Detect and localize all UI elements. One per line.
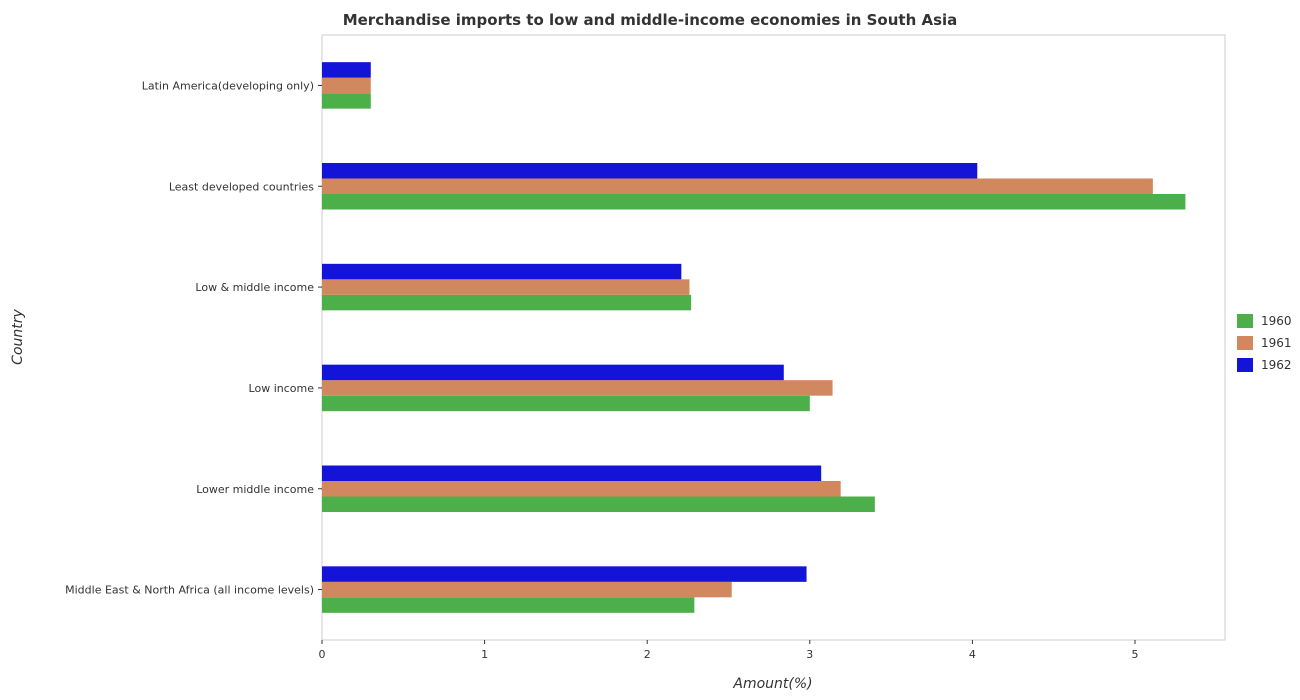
y-axis-tick-labels: Latin America(developing only) Least deve… <box>65 79 322 597</box>
bar-1962-1 <box>322 163 978 179</box>
bar-1960-2 <box>322 294 692 311</box>
bar-1962-2 <box>322 263 682 280</box>
bar-1962-4 <box>322 465 822 481</box>
bar-1960-4 <box>322 496 875 512</box>
plot-area <box>321 34 1226 641</box>
bar-1962-0 <box>322 62 371 78</box>
legend-swatch-1960 <box>1237 314 1253 328</box>
x-tick-label: 3 <box>806 648 813 661</box>
y-tick-label: Low income <box>249 382 315 395</box>
bar-1961-5 <box>322 581 732 598</box>
chart-title: Merchandise imports to low and middle-in… <box>343 11 958 29</box>
bar-1961-3 <box>322 380 833 396</box>
y-axis-label: Country <box>10 308 26 364</box>
legend-swatch-1961 <box>1237 336 1253 350</box>
y-tick-label: Latin America(developing only) <box>142 79 314 92</box>
bar-1960-5 <box>322 597 695 613</box>
bar-1962-5 <box>322 566 807 582</box>
bar-1961-2 <box>322 279 690 295</box>
x-axis: 0 1 2 3 4 5 <box>319 640 1139 661</box>
x-tick-label: 1 <box>481 648 488 661</box>
x-tick-label: 2 <box>644 648 651 661</box>
legend: 1960 1961 1962 <box>1237 314 1292 372</box>
y-tick-label: Least developed countries <box>169 180 314 193</box>
y-tick-label: Lower middle income <box>196 483 314 496</box>
legend-label-1961: 1961 <box>1261 336 1292 350</box>
bar-1960-0 <box>322 93 371 109</box>
bar-1962-3 <box>322 364 784 381</box>
x-tick-label: 5 <box>1132 648 1139 661</box>
legend-label-1960: 1960 <box>1261 314 1292 328</box>
bar-1961-1 <box>322 178 1153 194</box>
bar-1960-3 <box>322 395 810 412</box>
y-tick-label: Low & middle income <box>195 281 314 294</box>
legend-swatch-1962 <box>1237 358 1253 372</box>
x-tick-label: 4 <box>969 648 976 661</box>
x-axis-label: Amount(%) <box>732 676 812 692</box>
bar-1960-1 <box>322 194 1186 210</box>
y-tick-label: Middle East & North Africa (all income l… <box>65 584 314 597</box>
bars <box>322 62 1186 613</box>
legend-label-1962: 1962 <box>1261 358 1292 372</box>
x-tick-label: 0 <box>319 648 326 661</box>
bar-1961-0 <box>322 77 371 94</box>
bar-1961-4 <box>322 481 841 497</box>
